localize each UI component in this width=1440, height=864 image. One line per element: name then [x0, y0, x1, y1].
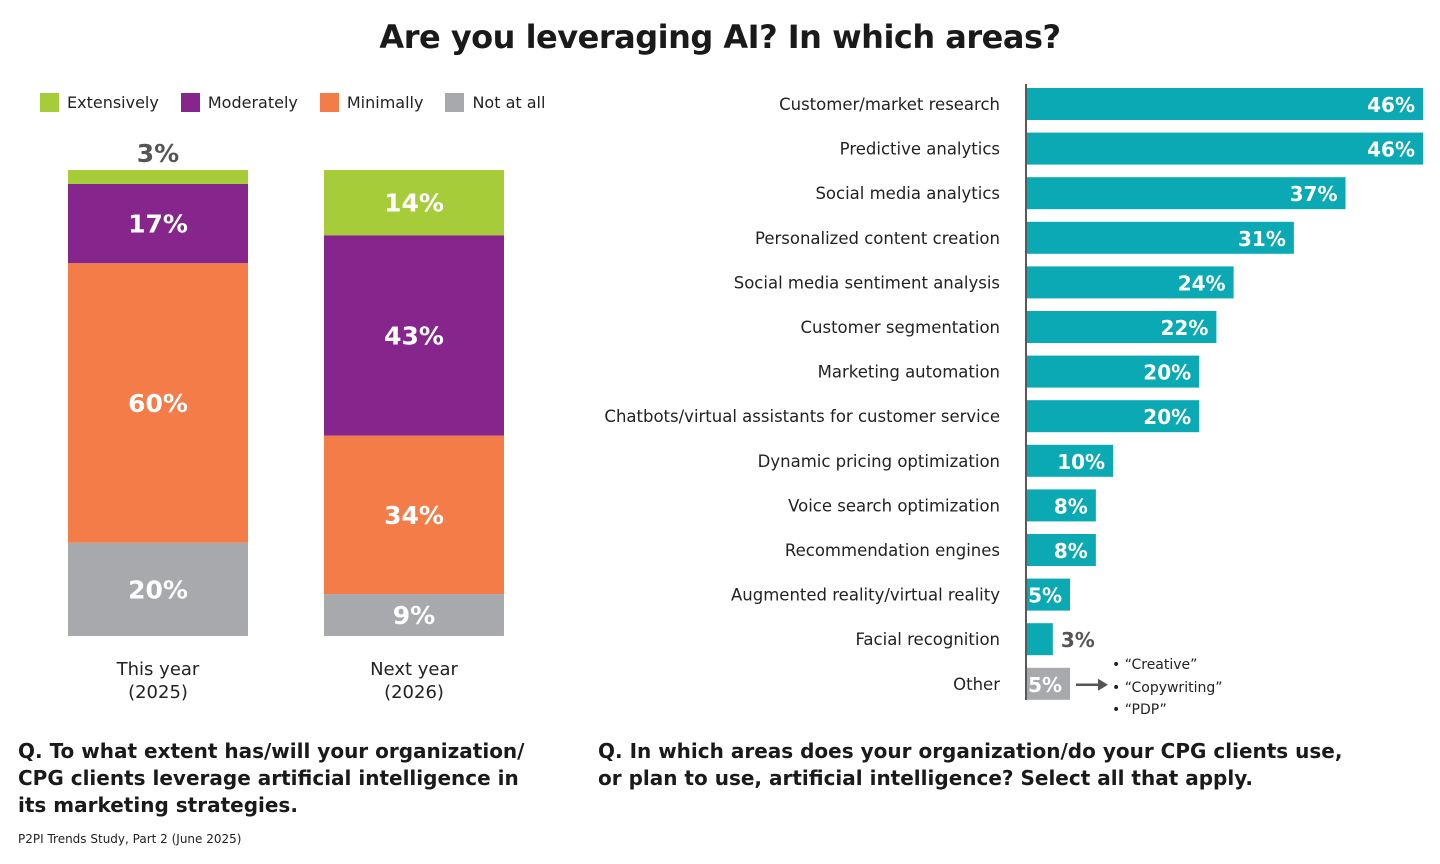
bar-label: 22% [1161, 316, 1209, 340]
legend-swatch-moderately [180, 93, 200, 112]
bar [1027, 266, 1234, 299]
legend-item-minimally: Minimally [319, 93, 424, 112]
segment-minimally [324, 435, 504, 595]
category-label: (2025) [128, 682, 188, 703]
segment-label: 34% [384, 501, 444, 530]
segment-label: 14% [384, 189, 444, 218]
bar [1027, 444, 1114, 477]
category-label: Marketing automation [818, 363, 1000, 382]
category-label: Facial recognition [855, 630, 1000, 649]
bar-label: 3% [1061, 628, 1095, 652]
category-label: Personalized content creation [755, 229, 1000, 248]
bar [1027, 88, 1423, 120]
segment-minimally [68, 263, 248, 543]
segment-not-at-all [324, 594, 504, 636]
stacked-bar-chart: 20% 60% 17% 3% This year(2025) 9% 34% 43% 14% Nex… [68, 139, 504, 703]
bar-label: 20% [1143, 361, 1191, 385]
other-note: “PDP” [1112, 699, 1222, 722]
other-note: “Copywriting” [1112, 677, 1223, 700]
question-left: Q. To what extent has/will your organiza… [18, 739, 525, 817]
legend-label-moderately: Moderately [207, 93, 298, 112]
legend-swatch-minimally [319, 93, 339, 112]
other-note: “Creative” [1112, 654, 1222, 677]
segment-label: 3% [137, 139, 179, 168]
bar [1027, 132, 1423, 165]
bar-label: 10% [1057, 450, 1105, 474]
category-label: Chatbots/virtual assistants for customer… [604, 407, 1000, 426]
legend-item-moderately: Moderately [180, 93, 298, 112]
bar [1027, 534, 1096, 566]
bar [1027, 623, 1053, 656]
category-label: Predictive analytics [840, 140, 1000, 159]
segment-label: 9% [393, 601, 435, 630]
bar-label: 5% [1028, 584, 1062, 608]
chart-title: Are you leveraging AI? In which areas? [379, 18, 1061, 56]
bar [1027, 667, 1071, 700]
segment-moderately [68, 183, 248, 264]
category-label: Social media sentiment analysis [734, 273, 1000, 292]
segment-moderately [324, 235, 504, 436]
bar-label: 37% [1290, 182, 1338, 206]
legend-label-minimally: Minimally [346, 93, 424, 112]
bar-label: 31% [1238, 227, 1286, 251]
segment-extensively [68, 170, 248, 184]
bar-label: 8% [1054, 494, 1088, 518]
category-label: Customer segmentation [801, 318, 1000, 337]
bar-label: 5% [1028, 673, 1062, 697]
legend-item-not-at-all: Not at all [445, 93, 545, 112]
category-label: Next year [370, 659, 458, 680]
legend-label-extensively: Extensively [67, 93, 159, 112]
category-label: Social media analytics [815, 184, 1000, 203]
bar-label: 46% [1367, 138, 1415, 162]
segment-extensively [324, 170, 504, 236]
category-label: Voice search optimization [788, 496, 1000, 515]
bar [1027, 489, 1096, 522]
category-label: Recommendation engines [785, 541, 1000, 560]
category-label: Augmented reality/virtual reality [731, 586, 1000, 605]
segment-label: 17% [128, 210, 188, 239]
bar-label: 8% [1054, 539, 1088, 563]
legend: Extensively Moderately Minimally Not at … [40, 93, 567, 112]
segment-not-at-all [68, 542, 248, 636]
category-label: Dynamic pricing optimization [758, 452, 1000, 471]
segment-label: 20% [128, 575, 188, 604]
bar-label: 24% [1178, 271, 1226, 295]
category-label: This year [116, 659, 200, 680]
source-note: P2PI Trends Study, Part 2 (June 2025) [18, 832, 242, 846]
category-label: (2026) [384, 682, 444, 703]
segment-label: 60% [128, 389, 188, 418]
bar [1027, 177, 1346, 210]
category-label: Customer/market research [779, 95, 1000, 114]
legend-swatch-not-at-all [445, 93, 465, 112]
bar [1027, 400, 1200, 433]
segment-label: 43% [384, 321, 444, 350]
arrow-head-icon [1098, 678, 1108, 691]
bar [1027, 311, 1217, 343]
legend-item-extensively: Extensively [40, 93, 159, 112]
other-notes-list: “Creative” “Copywriting” “PDP” [1112, 654, 1223, 722]
bar-label: 46% [1367, 93, 1415, 117]
bar [1027, 221, 1294, 254]
legend-label-not-at-all: Not at all [472, 93, 546, 112]
legend-swatch-extensively [40, 93, 59, 112]
bar [1027, 355, 1200, 388]
category-label: Other [953, 675, 1000, 694]
bar-label: 20% [1143, 405, 1191, 429]
question-right: Q. In which areas does your organization… [598, 739, 1343, 790]
horizontal-bar-chart: Customer/market research 46% Predictive an… [604, 84, 1423, 700]
bar [1027, 578, 1071, 611]
